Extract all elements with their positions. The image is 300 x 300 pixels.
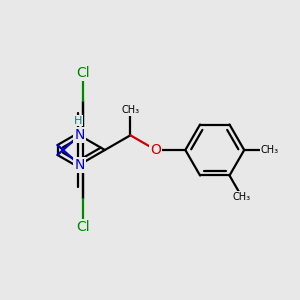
Text: Cl: Cl [76, 66, 90, 80]
Text: N: N [74, 158, 85, 172]
Text: H: H [74, 116, 82, 126]
Text: CH₃: CH₃ [121, 105, 140, 115]
Text: CH₃: CH₃ [260, 145, 278, 155]
Text: CH₃: CH₃ [233, 192, 251, 202]
Text: O: O [151, 143, 161, 157]
Text: Cl: Cl [76, 220, 90, 234]
Text: N: N [74, 128, 85, 142]
